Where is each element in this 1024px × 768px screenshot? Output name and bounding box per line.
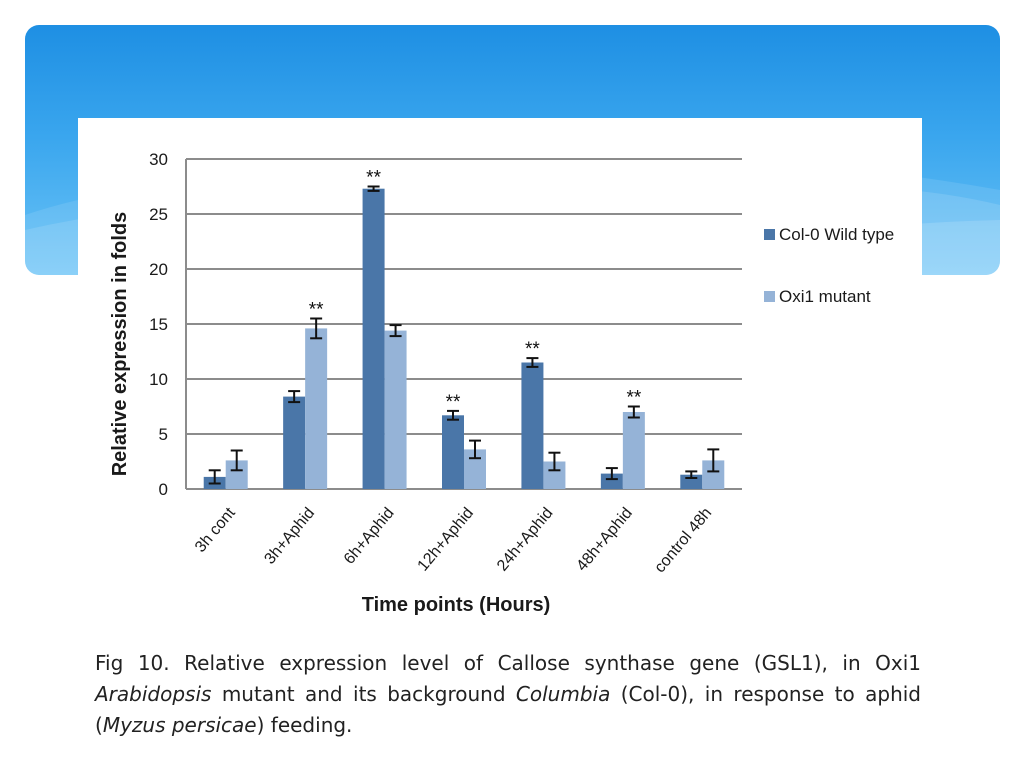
legend-label: Col-0 Wild type [779, 225, 894, 244]
bar-wild-type [521, 362, 544, 489]
significance-marker: ** [366, 168, 381, 189]
y-tick-label: 30 [149, 150, 168, 169]
x-tick-label: 6h+Aphid [341, 505, 398, 568]
bar-mutant [384, 330, 407, 489]
significance-marker: ** [309, 300, 324, 321]
y-tick-label: 10 [149, 370, 168, 389]
bar-mutant [543, 461, 566, 489]
legend-swatch [764, 229, 775, 240]
x-tick-label: control 48h [651, 505, 715, 577]
bar-mutant [622, 412, 645, 489]
x-axis-title: Time points (Hours) [362, 594, 551, 616]
bar-mutant [702, 460, 725, 489]
legend-swatch [764, 291, 775, 302]
significance-marker: ** [525, 339, 540, 360]
y-tick-label: 5 [159, 425, 168, 444]
caption-text-2: mutant and its background [211, 682, 516, 706]
x-tick-label: 48h+Aphid [573, 505, 635, 575]
y-axis-title: Relative expression in folds [109, 212, 131, 477]
y-tick-label: 0 [159, 480, 168, 499]
caption-text-3: (Col-0), in response to aphid ( [95, 682, 921, 737]
x-tick-label: 3h cont [192, 504, 239, 556]
caption-italic-arabidopsis: Arabidopsis [95, 682, 212, 706]
caption-italic-myzus: Myzus persicae [102, 713, 257, 737]
y-tick-label: 15 [149, 315, 168, 334]
significance-marker: ** [626, 388, 641, 409]
bar-wild-type [600, 473, 623, 489]
bar-mutant [305, 328, 328, 489]
caption-text-1: Fig 10. Relative expression level of Cal… [95, 651, 921, 675]
legend-label: Oxi1 mutant [779, 287, 871, 306]
bar-wild-type [362, 188, 385, 489]
x-tick-label: 24h+Aphid [494, 505, 556, 575]
x-tick-label: 3h+Aphid [261, 505, 318, 568]
x-tick-label: 12h+Aphid [415, 505, 477, 575]
significance-marker: ** [446, 392, 461, 413]
y-tick-label: 20 [149, 260, 168, 279]
caption-text-4: ) feeding. [256, 713, 353, 737]
caption-italic-columbia: Columbia [515, 682, 611, 706]
bar-wild-type [442, 415, 464, 489]
bar-mutant [464, 449, 486, 489]
y-tick-label: 25 [149, 205, 168, 224]
chart-panel: 0 5 10 15 20 25 30 ** ** ** ** ** 3h cont 3h+Aphid 6h+… [78, 118, 922, 638]
figure-caption: Fig 10. Relative expression level of Cal… [95, 648, 921, 741]
bar-wild-type [283, 396, 306, 489]
bar-chart: 0 5 10 15 20 25 30 ** ** ** ** ** 3h cont 3h+Aphid 6h+… [109, 150, 894, 616]
bar-mutant [225, 460, 248, 489]
